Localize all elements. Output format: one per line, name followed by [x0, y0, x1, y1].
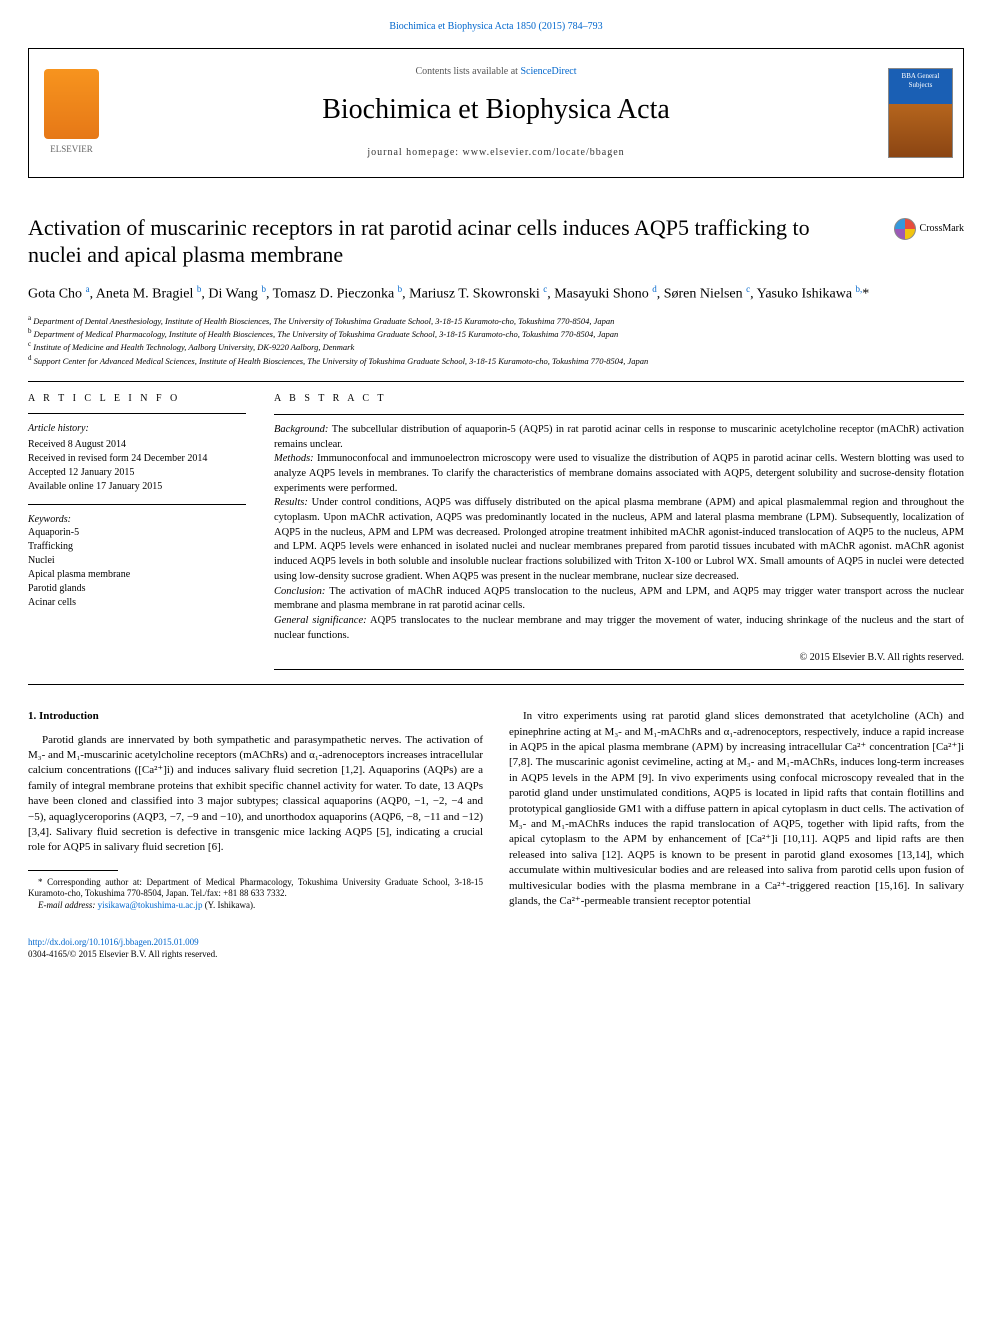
section-intro-head: 1. Introduction: [28, 709, 483, 724]
abstract-segment-label: Results:: [274, 497, 308, 508]
top-citation: Biochimica et Biophysica Acta 1850 (2015…: [28, 20, 964, 34]
keyword: Apical plasma membrane: [28, 568, 246, 582]
article-info: A R T I C L E I N F O Article history: R…: [28, 392, 246, 678]
elsevier-logo: ELSEVIER: [29, 49, 114, 177]
keywords-list: Aquaporin-5TraffickingNucleiApical plasm…: [28, 526, 246, 610]
abstract-segment-text: Immunoconfocal and immunoelectron micros…: [274, 453, 964, 493]
abstract-head: A B S T R A C T: [274, 392, 964, 406]
footer: http://dx.doi.org/10.1016/j.bbagen.2015.…: [28, 936, 964, 960]
journal-homepage: journal homepage: www.elsevier.com/locat…: [114, 146, 878, 160]
keyword: Aquaporin-5: [28, 526, 246, 540]
issn-copyright: 0304-4165/© 2015 Elsevier B.V. All right…: [28, 948, 964, 960]
abstract-segment-text: Under control conditions, AQP5 was diffu…: [274, 497, 964, 581]
abstract-segment-label: Methods:: [274, 453, 314, 464]
crossmark-badge[interactable]: CrossMark: [894, 218, 964, 240]
journal-header: ELSEVIER Contents lists available at Sci…: [28, 48, 964, 178]
email-who: (Y. Ishikawa).: [202, 900, 255, 910]
crossmark-label: CrossMark: [920, 222, 964, 236]
footnotes: * Corresponding author at: Department of…: [28, 877, 483, 912]
top-citation-link[interactable]: Biochimica et Biophysica Acta 1850 (2015…: [389, 21, 602, 32]
info-rule-1: [28, 413, 246, 414]
intro-para-1: Parotid glands are innervated by both sy…: [28, 733, 483, 856]
history-list: Received 8 August 2014Received in revise…: [28, 438, 246, 494]
abstract-body: Background: The subcellular distribution…: [274, 423, 964, 643]
column-right: In vitro experiments using rat parotid g…: [509, 709, 964, 912]
email-label: E-mail address:: [38, 900, 98, 910]
abstract-copyright: © 2015 Elsevier B.V. All rights reserved…: [274, 651, 964, 665]
authors: Gota Cho a, Aneta M. Bragiel b, Di Wang …: [28, 283, 964, 304]
abstract-segment: Background: The subcellular distribution…: [274, 423, 964, 452]
keyword: Acinar cells: [28, 596, 246, 610]
info-rule-2: [28, 504, 246, 505]
affiliations: a Department of Dental Anesthesiology, I…: [28, 314, 964, 367]
email-line: E-mail address: yisikawa@tokushima-u.ac.…: [28, 900, 483, 912]
affiliation: b Department of Medical Pharmacology, In…: [28, 327, 964, 340]
doi-link[interactable]: http://dx.doi.org/10.1016/j.bbagen.2015.…: [28, 937, 199, 947]
crossmark-icon: [894, 218, 916, 240]
rule-after-abstract: [28, 684, 964, 685]
abstract-segment-text: AQP5 translocates to the nuclear membran…: [274, 615, 964, 641]
abs-rule: [274, 414, 964, 415]
cover-image-icon: BBA General Subjects: [888, 68, 953, 158]
header-center: Contents lists available at ScienceDirec…: [114, 55, 878, 170]
abstract-segment: Methods: Immunoconfocal and immunoelectr…: [274, 452, 964, 496]
article-info-head: A R T I C L E I N F O: [28, 392, 246, 406]
abstract-segment-text: The activation of mAChR induced AQP5 tra…: [274, 586, 964, 612]
affiliation: a Department of Dental Anesthesiology, I…: [28, 314, 964, 327]
keyword: Nuclei: [28, 554, 246, 568]
abstract-segment-label: General significance:: [274, 615, 367, 626]
contents-available: Contents lists available at ScienceDirec…: [114, 65, 878, 79]
elsevier-tree-icon: [44, 69, 99, 139]
abstract-segment-label: Conclusion:: [274, 586, 325, 597]
abstract: A B S T R A C T Background: The subcellu…: [274, 392, 964, 678]
journal-homepage-url[interactable]: www.elsevier.com/locate/bbagen: [463, 147, 625, 158]
article-title: Activation of muscarinic receptors in ra…: [28, 214, 964, 269]
abstract-segment-text: The subcellular distribution of aquapori…: [274, 424, 964, 450]
elsevier-label: ELSEVIER: [50, 143, 93, 155]
history-label: Article history:: [28, 422, 246, 436]
history-item: Received 8 August 2014: [28, 438, 246, 452]
email-link[interactable]: yisikawa@tokushima-u.ac.jp: [98, 900, 203, 910]
abstract-segment: Conclusion: The activation of mAChR indu…: [274, 585, 964, 614]
history-item: Accepted 12 January 2015: [28, 466, 246, 480]
abstract-segment: Results: Under control conditions, AQP5 …: [274, 496, 964, 584]
body-columns: 1. Introduction Parotid glands are inner…: [28, 709, 964, 912]
keywords-label: Keywords:: [28, 513, 246, 527]
affiliation: d Support Center for Advanced Medical Sc…: [28, 354, 964, 367]
affiliation: c Institute of Medicine and Health Techn…: [28, 340, 964, 353]
footnote-separator: [28, 870, 118, 871]
intro-para-2: In vitro experiments using rat parotid g…: [509, 709, 964, 909]
abs-rule-bottom: [274, 669, 964, 670]
keyword: Trafficking: [28, 540, 246, 554]
abstract-segment-label: Background:: [274, 424, 328, 435]
keyword: Parotid glands: [28, 582, 246, 596]
history-item: Received in revised form 24 December 201…: [28, 452, 246, 466]
sciencedirect-link[interactable]: ScienceDirect: [520, 66, 576, 77]
corresponding-author: * Corresponding author at: Department of…: [28, 877, 483, 900]
journal-name: Biochimica et Biophysica Acta: [114, 91, 878, 129]
column-left: 1. Introduction Parotid glands are inner…: [28, 709, 483, 912]
rule-before-info: [28, 381, 964, 382]
history-item: Available online 17 January 2015: [28, 480, 246, 494]
abstract-segment: General significance: AQP5 translocates …: [274, 614, 964, 643]
cover-thumbnail: BBA General Subjects: [878, 49, 963, 177]
